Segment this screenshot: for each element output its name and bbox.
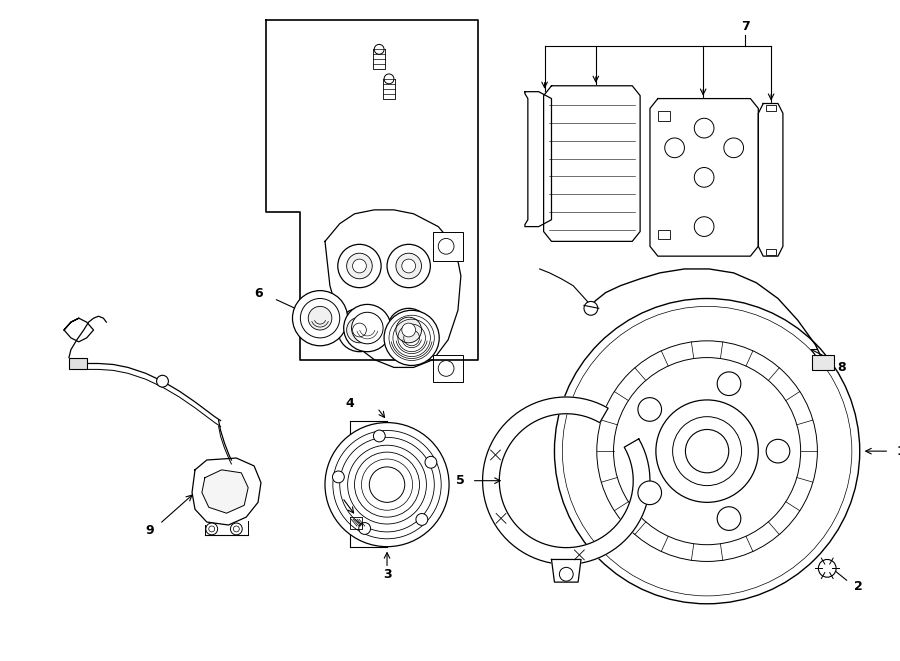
Circle shape [344, 305, 391, 352]
Text: 2: 2 [854, 580, 863, 592]
Circle shape [338, 308, 381, 352]
Circle shape [387, 245, 430, 288]
Circle shape [338, 245, 381, 288]
Text: 6: 6 [255, 287, 264, 300]
Polygon shape [544, 86, 640, 241]
Circle shape [353, 323, 366, 337]
Text: 9: 9 [146, 524, 154, 537]
Circle shape [301, 299, 340, 338]
Circle shape [157, 375, 168, 387]
Text: 5: 5 [455, 474, 464, 487]
Circle shape [656, 400, 759, 502]
Circle shape [818, 559, 836, 577]
Circle shape [387, 308, 430, 352]
Circle shape [416, 514, 428, 525]
Polygon shape [192, 458, 261, 525]
Bar [766, 106, 776, 112]
Polygon shape [202, 470, 248, 513]
Circle shape [425, 456, 436, 468]
Text: 1: 1 [896, 445, 900, 457]
Circle shape [560, 567, 573, 581]
Circle shape [396, 253, 421, 279]
Polygon shape [482, 397, 650, 564]
Circle shape [665, 138, 684, 158]
Text: 8: 8 [838, 361, 846, 374]
Circle shape [554, 299, 860, 603]
Circle shape [325, 422, 449, 547]
Bar [658, 112, 670, 121]
Circle shape [694, 118, 714, 138]
Bar [69, 358, 86, 369]
Polygon shape [325, 210, 461, 368]
Bar [658, 229, 670, 239]
Polygon shape [552, 559, 581, 582]
Circle shape [396, 317, 421, 343]
Bar [433, 355, 463, 382]
Circle shape [292, 291, 347, 346]
Circle shape [638, 481, 662, 504]
Text: 7: 7 [741, 20, 750, 33]
Circle shape [686, 430, 729, 473]
Circle shape [374, 430, 385, 442]
Circle shape [308, 306, 332, 330]
Circle shape [694, 217, 714, 237]
Circle shape [384, 310, 439, 366]
Circle shape [438, 239, 454, 254]
Circle shape [438, 360, 454, 376]
Circle shape [724, 138, 743, 158]
Circle shape [353, 259, 366, 273]
Circle shape [694, 167, 714, 187]
Bar [766, 249, 776, 255]
Circle shape [584, 301, 598, 315]
Polygon shape [759, 104, 783, 256]
Text: 3: 3 [382, 568, 392, 581]
Bar [813, 355, 834, 370]
Circle shape [352, 312, 383, 344]
Text: 4: 4 [346, 397, 354, 410]
Circle shape [717, 507, 741, 530]
Polygon shape [650, 98, 759, 256]
Circle shape [717, 372, 741, 395]
Circle shape [638, 398, 662, 421]
Circle shape [766, 440, 790, 463]
Circle shape [672, 416, 742, 486]
Circle shape [206, 523, 218, 535]
Circle shape [359, 523, 371, 534]
Bar [433, 231, 463, 261]
Circle shape [332, 471, 345, 483]
Circle shape [369, 467, 405, 502]
Circle shape [230, 523, 242, 535]
Circle shape [346, 317, 373, 343]
Circle shape [401, 323, 416, 337]
Circle shape [346, 253, 373, 279]
Circle shape [401, 259, 416, 273]
Polygon shape [525, 92, 552, 227]
